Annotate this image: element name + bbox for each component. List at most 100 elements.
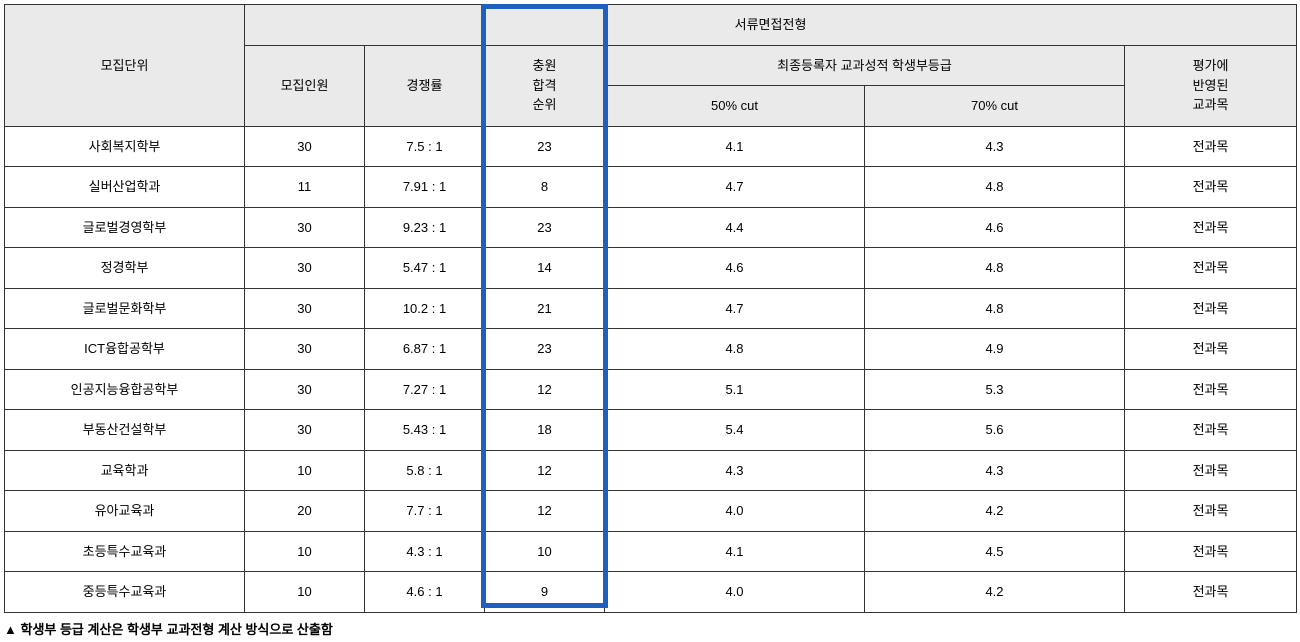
table-row: 중등특수교육과104.6 : 194.04.2전과목	[5, 572, 1297, 613]
cell-cut70: 4.2	[865, 572, 1125, 613]
cell-cut70: 4.6	[865, 207, 1125, 248]
cell-subjects: 전과목	[1125, 491, 1297, 532]
cell-rank: 18	[485, 410, 605, 451]
cell-unit: 글로벌문화학부	[5, 288, 245, 329]
cell-cut50: 4.6	[605, 248, 865, 289]
table-row: 실버산업학과117.91 : 184.74.8전과목	[5, 167, 1297, 208]
cell-cut70: 4.3	[865, 126, 1125, 167]
cell-capacity: 30	[245, 329, 365, 370]
cell-unit: 교육학과	[5, 450, 245, 491]
cell-ratio: 4.6 : 1	[365, 572, 485, 613]
cell-rank: 10	[485, 531, 605, 572]
cell-cut50: 4.4	[605, 207, 865, 248]
cell-rank: 8	[485, 167, 605, 208]
cell-cut70: 4.9	[865, 329, 1125, 370]
header-subjects: 평가에 반영된 교과목	[1125, 45, 1297, 126]
header-cut70: 70% cut	[865, 86, 1125, 127]
cell-unit: 사회복지학부	[5, 126, 245, 167]
cell-cut70: 4.8	[865, 288, 1125, 329]
cell-cut70: 4.8	[865, 248, 1125, 289]
cell-unit: ICT융합공학부	[5, 329, 245, 370]
cell-capacity: 30	[245, 207, 365, 248]
cell-ratio: 7.5 : 1	[365, 126, 485, 167]
cell-cut50: 4.0	[605, 491, 865, 532]
cell-subjects: 전과목	[1125, 531, 1297, 572]
cell-cut70: 5.3	[865, 369, 1125, 410]
table-row: 정경학부305.47 : 1144.64.8전과목	[5, 248, 1297, 289]
table-row: 부동산건설학부305.43 : 1185.45.6전과목	[5, 410, 1297, 451]
cell-subjects: 전과목	[1125, 207, 1297, 248]
cell-rank: 9	[485, 572, 605, 613]
cell-cut50: 4.7	[605, 288, 865, 329]
table-row: 교육학과105.8 : 1124.34.3전과목	[5, 450, 1297, 491]
cell-unit: 글로벌경영학부	[5, 207, 245, 248]
header-grade-group: 최종등록자 교과성적 학생부등급	[605, 45, 1125, 86]
cell-cut50: 4.7	[605, 167, 865, 208]
cell-subjects: 전과목	[1125, 450, 1297, 491]
cell-cut50: 4.1	[605, 126, 865, 167]
cell-ratio: 5.47 : 1	[365, 248, 485, 289]
table-row: 인공지능융합공학부307.27 : 1125.15.3전과목	[5, 369, 1297, 410]
cell-cut70: 4.3	[865, 450, 1125, 491]
cell-unit: 실버산업학과	[5, 167, 245, 208]
cell-subjects: 전과목	[1125, 248, 1297, 289]
header-unit: 모집단위	[5, 5, 245, 127]
cell-ratio: 7.7 : 1	[365, 491, 485, 532]
header-waitlist-rank: 충원 합격 순위	[485, 45, 605, 126]
cell-ratio: 4.3 : 1	[365, 531, 485, 572]
cell-subjects: 전과목	[1125, 369, 1297, 410]
table-row: 글로벌경영학부309.23 : 1234.44.6전과목	[5, 207, 1297, 248]
cell-capacity: 30	[245, 410, 365, 451]
cell-cut50: 4.0	[605, 572, 865, 613]
header-cut50: 50% cut	[605, 86, 865, 127]
cell-capacity: 10	[245, 572, 365, 613]
cell-ratio: 9.23 : 1	[365, 207, 485, 248]
cell-cut50: 4.8	[605, 329, 865, 370]
cell-unit: 정경학부	[5, 248, 245, 289]
cell-unit: 초등특수교육과	[5, 531, 245, 572]
cell-unit: 중등특수교육과	[5, 572, 245, 613]
cell-subjects: 전과목	[1125, 572, 1297, 613]
admission-table: 모집단위 서류면접전형 모집인원 경쟁률 충원 합격 순위 최종등록자 교과성적…	[4, 4, 1297, 613]
cell-rank: 12	[485, 369, 605, 410]
table-header: 모집단위 서류면접전형 모집인원 경쟁률 충원 합격 순위 최종등록자 교과성적…	[5, 5, 1297, 127]
table-row: 유아교육과207.7 : 1124.04.2전과목	[5, 491, 1297, 532]
cell-subjects: 전과목	[1125, 167, 1297, 208]
cell-capacity: 11	[245, 167, 365, 208]
cell-ratio: 10.2 : 1	[365, 288, 485, 329]
cell-cut50: 4.1	[605, 531, 865, 572]
table-row: ICT융합공학부306.87 : 1234.84.9전과목	[5, 329, 1297, 370]
cell-rank: 21	[485, 288, 605, 329]
cell-capacity: 10	[245, 450, 365, 491]
cell-ratio: 5.8 : 1	[365, 450, 485, 491]
cell-rank: 23	[485, 329, 605, 370]
cell-capacity: 30	[245, 248, 365, 289]
cell-subjects: 전과목	[1125, 410, 1297, 451]
cell-cut70: 5.6	[865, 410, 1125, 451]
cell-rank: 23	[485, 207, 605, 248]
cell-capacity: 30	[245, 369, 365, 410]
cell-unit: 인공지능융합공학부	[5, 369, 245, 410]
cell-capacity: 20	[245, 491, 365, 532]
admission-table-wrapper: 모집단위 서류면접전형 모집인원 경쟁률 충원 합격 순위 최종등록자 교과성적…	[4, 4, 1296, 613]
table-row: 글로벌문화학부3010.2 : 1214.74.8전과목	[5, 288, 1297, 329]
cell-subjects: 전과목	[1125, 288, 1297, 329]
cell-ratio: 7.27 : 1	[365, 369, 485, 410]
header-ratio: 경쟁률	[365, 45, 485, 126]
cell-subjects: 전과목	[1125, 329, 1297, 370]
cell-subjects: 전과목	[1125, 126, 1297, 167]
header-capacity: 모집인원	[245, 45, 365, 126]
cell-capacity: 10	[245, 531, 365, 572]
table-row: 사회복지학부307.5 : 1234.14.3전과목	[5, 126, 1297, 167]
cell-capacity: 30	[245, 288, 365, 329]
header-group-top: 서류면접전형	[245, 5, 1297, 46]
cell-cut50: 4.3	[605, 450, 865, 491]
cell-rank: 23	[485, 126, 605, 167]
cell-cut70: 4.5	[865, 531, 1125, 572]
cell-unit: 유아교육과	[5, 491, 245, 532]
cell-cut50: 5.1	[605, 369, 865, 410]
cell-rank: 12	[485, 491, 605, 532]
cell-capacity: 30	[245, 126, 365, 167]
cell-rank: 12	[485, 450, 605, 491]
footnote: ▲ 학생부 등급 계산은 학생부 교과전형 계산 방식으로 산출함	[4, 619, 1296, 638]
